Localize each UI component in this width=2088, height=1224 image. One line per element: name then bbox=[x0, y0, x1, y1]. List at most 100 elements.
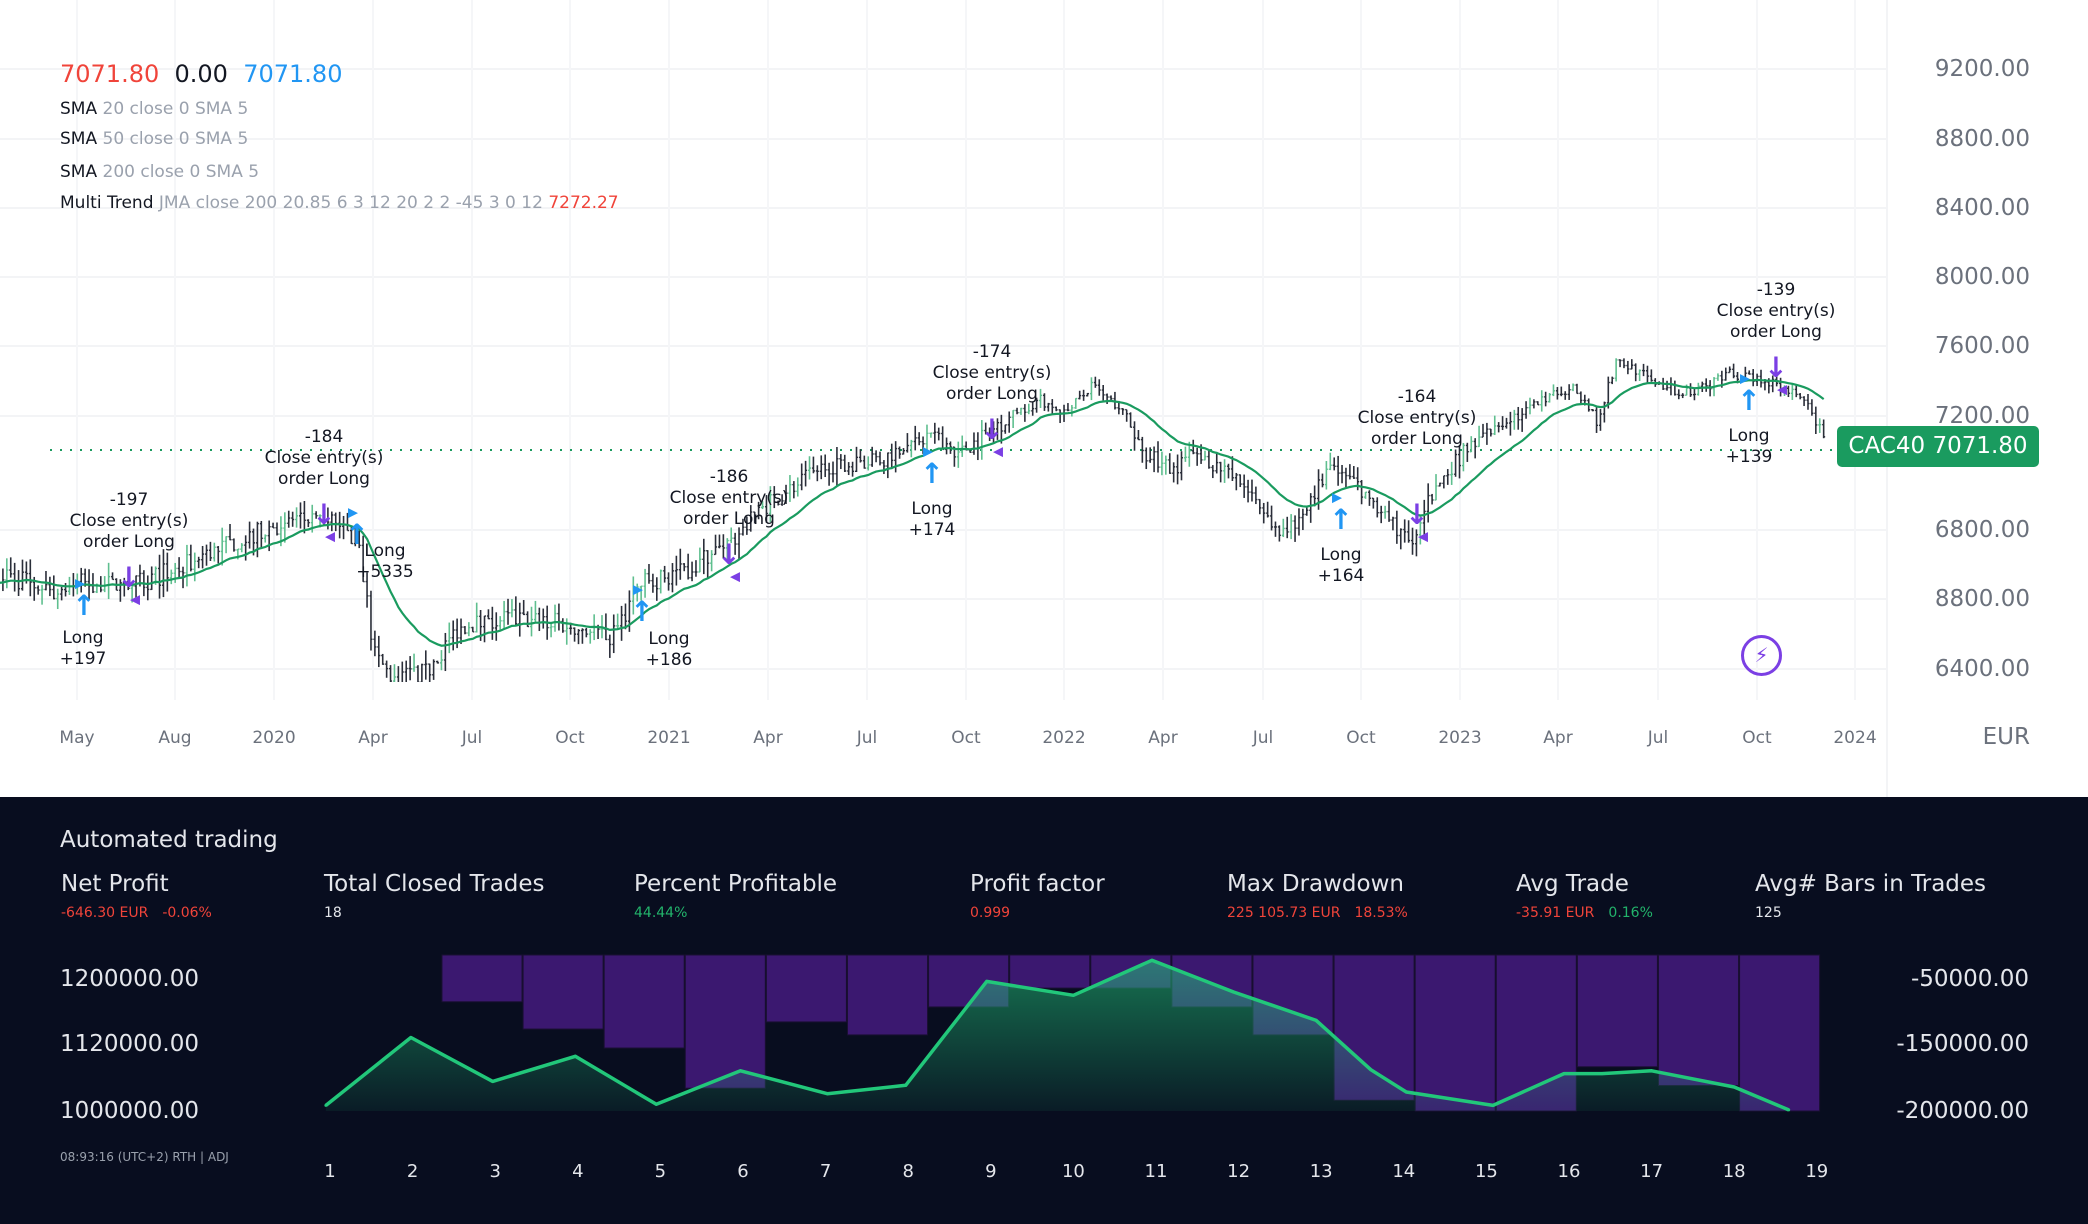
metric-value-part: -0.06% bbox=[162, 905, 212, 921]
equity-point bbox=[1650, 1069, 1654, 1073]
close-exit-arrow-icon: ↓ bbox=[980, 413, 1004, 446]
trade-number-label: 4 bbox=[572, 1161, 584, 1182]
trade-number-label: 14 bbox=[1392, 1161, 1416, 1182]
metric-value: 44.44% bbox=[634, 905, 701, 921]
exit-label: -186 Close entry(s) order Long bbox=[670, 467, 789, 530]
entry-label-line: +5335 bbox=[356, 562, 414, 582]
trade-number-label: 17 bbox=[1640, 1161, 1664, 1182]
price-axis-label: 7200.00 bbox=[1934, 403, 2030, 429]
indicator-params: 20 close 0 SMA 5 bbox=[102, 99, 249, 119]
close-exit-arrow-icon: ↓ bbox=[717, 538, 741, 571]
exit-label: -197 Close entry(s) order Long bbox=[70, 490, 189, 553]
trade-number-label: 2 bbox=[406, 1161, 419, 1182]
time-axis-label: Apr bbox=[1148, 728, 1178, 748]
price-axis-label: 6400.00 bbox=[1934, 656, 2030, 682]
exit-marker-icon: ◀ bbox=[993, 444, 1003, 460]
metric-value-part: 0.16% bbox=[1608, 905, 1653, 921]
equity-point bbox=[491, 1079, 495, 1083]
exit-label-line: Close entry(s) bbox=[1716, 301, 1836, 321]
time-axis-label: Oct bbox=[1742, 728, 1772, 748]
price-axis-label: 6800.00 bbox=[1934, 517, 2030, 543]
legend-sma-20[interactable]: SMA 20 close 0 SMA 5 bbox=[60, 99, 248, 119]
metric-value-part: 225 105.73 EUR bbox=[1227, 905, 1341, 921]
equity-point bbox=[324, 1103, 328, 1107]
exit-marker-icon: ◀ bbox=[1418, 529, 1428, 545]
lightning-icon[interactable]: ⚡ bbox=[1741, 635, 1782, 676]
drawdown-axis-label: -200000.00 bbox=[1896, 1098, 2029, 1124]
metric-value: -646.30 EUR -0.06% bbox=[61, 905, 226, 921]
entry-label-line: +164 bbox=[1317, 566, 1365, 586]
drawdown-bar bbox=[1576, 954, 1658, 1068]
exit-label-line: Close entry(s) bbox=[932, 363, 1052, 383]
close-exit-arrow-icon: ↓ bbox=[1764, 351, 1788, 384]
trade-number-label: 6 bbox=[737, 1161, 749, 1182]
equity-point bbox=[985, 979, 989, 983]
time-axis-label: Oct bbox=[951, 728, 981, 748]
exit-label-line: order Long bbox=[683, 509, 775, 529]
exit-marker-icon: ◀ bbox=[730, 569, 740, 585]
time-axis-label: May bbox=[59, 728, 95, 748]
drawdown-bar bbox=[684, 954, 766, 1089]
time-axis-label: 2020 bbox=[252, 728, 296, 748]
trade-number-label: 15 bbox=[1474, 1161, 1498, 1182]
drawdown-bar bbox=[1739, 954, 1821, 1112]
metric-value-part: 0.999 bbox=[970, 905, 1011, 921]
entry-label: Long +139 bbox=[1726, 426, 1773, 468]
currency-label[interactable]: EUR bbox=[1982, 724, 2030, 750]
equity-point bbox=[409, 1036, 413, 1039]
close-exit-arrow-icon: ↓ bbox=[312, 498, 336, 531]
exit-label-line: Close entry(s) bbox=[669, 488, 789, 508]
metric-label: Avg# Bars in Trades bbox=[1755, 871, 1987, 897]
exit-marker-icon: ◀ bbox=[325, 529, 335, 545]
metric-value: -35.91 EUR 0.16% bbox=[1516, 905, 1667, 921]
long-entry-arrow-icon: ↑ bbox=[920, 457, 944, 490]
price-chart-canvas[interactable] bbox=[0, 0, 1886, 797]
metric-value-part: 18 bbox=[324, 905, 342, 921]
entry-label: Long +186 bbox=[646, 629, 693, 671]
legend-multi-trend[interactable]: Multi Trend JMA close 200 20.85 6 3 12 2… bbox=[60, 193, 619, 213]
drawdown-bar bbox=[1658, 954, 1739, 1087]
legend-close: 7071.80 bbox=[243, 60, 343, 88]
exit-label-line: order Long bbox=[278, 469, 370, 489]
trade-number-label: 10 bbox=[1061, 1161, 1085, 1182]
price-axis-label: 8800.00 bbox=[1934, 126, 2030, 152]
exit-label-line: -186 bbox=[709, 467, 749, 487]
metric-label: Avg Trade bbox=[1516, 871, 1629, 897]
entry-label: Long +197 bbox=[60, 628, 107, 670]
trade-number-label: 16 bbox=[1557, 1161, 1581, 1182]
time-axis-label: 2021 bbox=[647, 728, 691, 748]
price-chart-pane[interactable]: 7071.80 0.00 7071.80 SMA 20 close 0 SMA … bbox=[0, 0, 2088, 797]
indicator-name: SMA bbox=[60, 129, 98, 149]
strategy-panel: Automated trading Net Profit -646.30 EUR -… bbox=[0, 797, 2088, 1224]
equity-drawdown-chart bbox=[324, 954, 1821, 1112]
drawdown-axis-label: -50000.00 bbox=[1910, 966, 2029, 992]
panel-title: Automated trading bbox=[60, 827, 278, 853]
exit-label: -139 Close entry(s) order Long bbox=[1717, 280, 1836, 343]
trade-number-label: 3 bbox=[489, 1161, 501, 1182]
exit-label-line: order Long bbox=[1730, 322, 1822, 342]
time-axis-label: Apr bbox=[1543, 728, 1573, 748]
indicator-params: JMA close 200 20.85 6 3 12 20 2 2 -45 3 … bbox=[158, 193, 543, 213]
metric-value-part: 125 bbox=[1755, 905, 1782, 921]
equity-point bbox=[1732, 1085, 1736, 1089]
entry-marker-icon: ▶ bbox=[75, 576, 85, 592]
last-price-badge: CAC40 7071.80 bbox=[1837, 426, 2039, 467]
trade-number-label: 9 bbox=[985, 1161, 997, 1182]
exit-label: -184 Close entry(s) order Long bbox=[265, 427, 384, 490]
exit-marker-icon: ◀ bbox=[1777, 382, 1787, 398]
trade-number-label: 19 bbox=[1805, 1161, 1829, 1182]
drawdown-bar bbox=[847, 954, 928, 1036]
equity-point bbox=[1232, 990, 1236, 994]
close-exit-arrow-icon: ↓ bbox=[1405, 498, 1429, 531]
equity-point bbox=[1491, 1103, 1495, 1107]
metric-label: Percent Profitable bbox=[634, 871, 838, 897]
legend-sma-50[interactable]: SMA 50 close 0 SMA 5 bbox=[60, 129, 248, 149]
trade-number-label: 7 bbox=[819, 1161, 832, 1182]
equity-point bbox=[1562, 1072, 1566, 1076]
entry-label-line: +186 bbox=[645, 650, 693, 670]
metric-value: 0.999 bbox=[970, 905, 1024, 921]
metric-value: 125 bbox=[1755, 905, 1796, 921]
legend-sma-200[interactable]: SMA 200 close 0 SMA 5 bbox=[60, 162, 259, 182]
exit-label-line: -197 bbox=[109, 490, 149, 510]
indicator-params: 50 close 0 SMA 5 bbox=[102, 129, 249, 149]
